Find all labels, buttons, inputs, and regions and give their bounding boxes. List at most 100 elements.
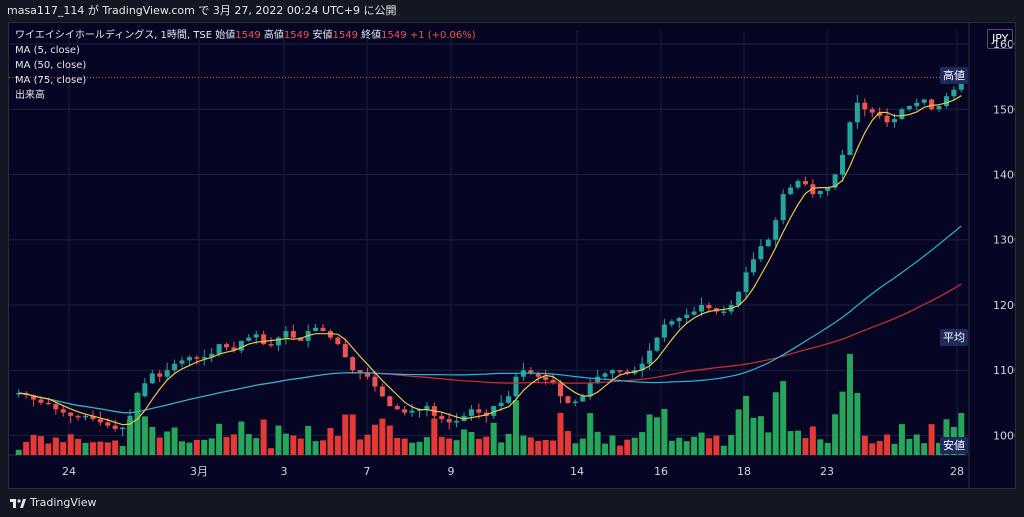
candle-body bbox=[313, 327, 319, 332]
candle-body bbox=[298, 337, 304, 341]
candle-body bbox=[365, 373, 371, 377]
y-tick-label: 1100 bbox=[993, 364, 1015, 377]
candle-body bbox=[943, 96, 949, 107]
volume-bar bbox=[223, 437, 230, 455]
volume-bar bbox=[45, 443, 52, 455]
volume-bar bbox=[572, 443, 579, 455]
currency-label[interactable]: JPY bbox=[987, 29, 1014, 49]
candle-body bbox=[290, 331, 296, 338]
y-tick-label: 1000 bbox=[993, 429, 1015, 442]
candle-body bbox=[75, 415, 81, 418]
candle-body bbox=[97, 419, 103, 423]
volume-bar bbox=[527, 437, 534, 455]
volume-bar bbox=[854, 392, 861, 455]
volume-bar bbox=[186, 442, 193, 455]
candle-body bbox=[194, 357, 200, 359]
candle-body bbox=[31, 394, 37, 400]
publish-info-text: masa117_114 が TradingView.com で 3月 27, 2… bbox=[7, 4, 397, 17]
candle-body bbox=[795, 181, 801, 188]
candle-body bbox=[609, 370, 615, 374]
volume-bar bbox=[691, 436, 698, 455]
candle-body bbox=[120, 427, 126, 430]
volume-bar bbox=[127, 419, 134, 455]
volume-bar bbox=[305, 425, 312, 455]
volume-bar bbox=[958, 412, 965, 455]
candle-body bbox=[68, 412, 74, 416]
open-value: 1549 bbox=[235, 30, 261, 41]
low-price-label: 安値 bbox=[940, 437, 968, 454]
candle-body bbox=[580, 396, 586, 402]
candle-body bbox=[246, 337, 252, 341]
candle-body bbox=[869, 109, 875, 113]
x-tick-label: 24 bbox=[62, 465, 76, 478]
volume-bar bbox=[498, 442, 505, 455]
volume-bar bbox=[616, 445, 623, 455]
volume-bar bbox=[832, 414, 839, 455]
tradingview-logo-icon bbox=[10, 499, 26, 508]
candle-body bbox=[387, 396, 393, 407]
volume-bar bbox=[609, 435, 616, 455]
volume-bar bbox=[564, 431, 571, 455]
x-tick-label: 7 bbox=[364, 465, 371, 478]
volume-bar bbox=[141, 416, 148, 455]
candle-body bbox=[669, 321, 675, 325]
volume-bar bbox=[876, 440, 883, 455]
high-value: 1549 bbox=[283, 30, 310, 41]
volume-bar bbox=[720, 445, 727, 455]
candle-body bbox=[914, 102, 920, 107]
volume-bar bbox=[743, 395, 750, 455]
candle-body bbox=[172, 363, 178, 371]
volume-bar bbox=[787, 431, 794, 455]
candle-body bbox=[832, 174, 838, 188]
candle-body bbox=[654, 337, 660, 351]
candle-body bbox=[60, 409, 66, 413]
candle-body bbox=[572, 401, 578, 404]
volume-bar bbox=[587, 413, 594, 455]
ma50-line bbox=[18, 225, 962, 414]
candle-body bbox=[112, 425, 118, 429]
candle-body bbox=[16, 393, 22, 395]
candle-body bbox=[721, 311, 727, 313]
volume-bar bbox=[379, 418, 386, 455]
candle-body bbox=[899, 109, 905, 120]
candle-body bbox=[350, 357, 356, 371]
price-chart[interactable]: 1000 1100 1200 1300 1400 1500 1600 24 3月 3 7 9 14 16 1… bbox=[9, 23, 1015, 488]
candle-body bbox=[216, 344, 222, 354]
chart-panel[interactable]: 1000 1100 1200 1300 1400 1500 1600 24 3月 3 7 9 14 16 1… bbox=[8, 22, 1016, 489]
volume-bar bbox=[327, 427, 334, 455]
y-tick-label: 1200 bbox=[993, 299, 1015, 312]
x-tick-label: 9 bbox=[448, 465, 455, 478]
low-label: 安値 bbox=[312, 30, 333, 41]
ma75-legend[interactable]: MA (75, close) bbox=[15, 75, 87, 86]
candle-body bbox=[624, 371, 630, 374]
volume-bar bbox=[520, 435, 527, 455]
volume-bar bbox=[282, 433, 289, 455]
volume-bar bbox=[156, 437, 163, 455]
volume-bar bbox=[364, 434, 371, 455]
volume-bar bbox=[817, 439, 824, 455]
volume-bar bbox=[728, 435, 735, 455]
candle-body bbox=[327, 331, 333, 338]
volume-bar bbox=[193, 439, 200, 455]
volume-bar bbox=[453, 440, 460, 455]
candle-body bbox=[847, 122, 853, 155]
volume-bar bbox=[230, 434, 237, 455]
x-tick-label: 28 bbox=[950, 465, 964, 478]
average-price-label: 平均 bbox=[940, 329, 968, 346]
volume-bar bbox=[713, 435, 720, 455]
ma50-legend[interactable]: MA (50, close) bbox=[15, 60, 87, 71]
candle-body bbox=[186, 357, 192, 361]
volume-bar bbox=[928, 424, 935, 455]
volume-bar bbox=[320, 440, 327, 455]
volume-bar bbox=[705, 438, 712, 455]
volume-bar bbox=[253, 438, 260, 455]
candle-body bbox=[231, 347, 237, 351]
volume-legend[interactable]: 出来高 bbox=[15, 90, 45, 101]
volume-bar bbox=[401, 438, 408, 455]
volume-bar bbox=[201, 439, 208, 455]
candle-body bbox=[253, 334, 259, 338]
ma5-legend[interactable]: MA (5, close) bbox=[15, 45, 80, 56]
candle-body bbox=[446, 419, 452, 423]
volume-bar bbox=[921, 443, 928, 455]
volume-bar bbox=[461, 429, 468, 455]
